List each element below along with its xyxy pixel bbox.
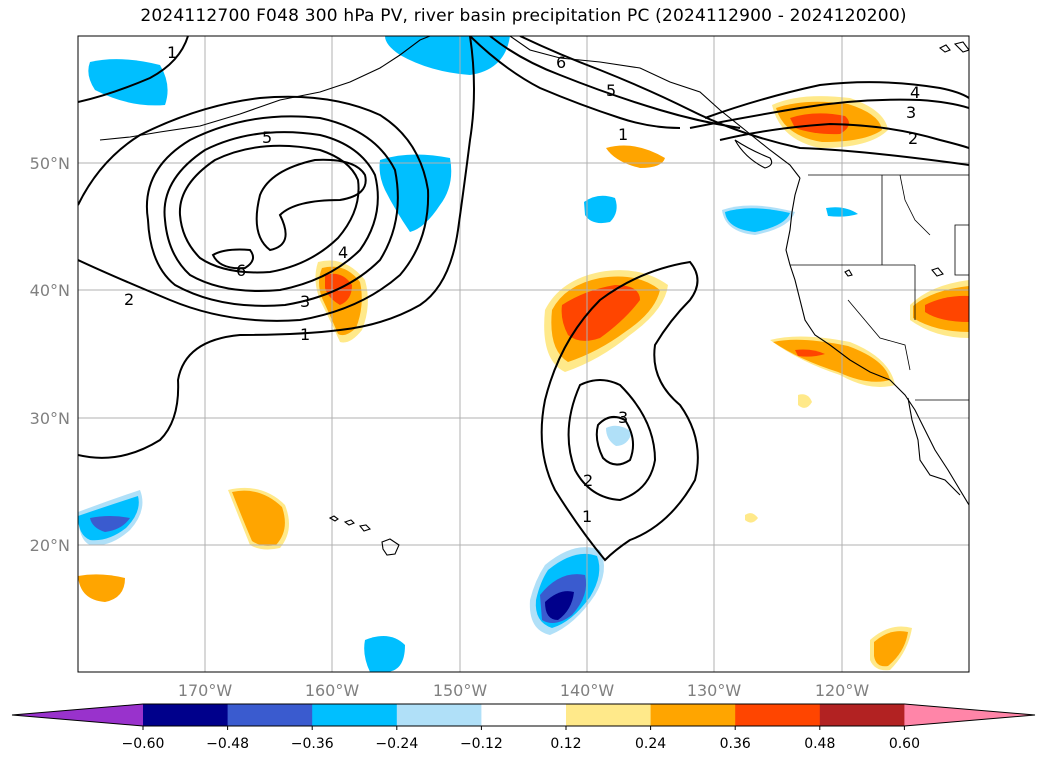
colorbar-segment bbox=[481, 704, 567, 726]
colorbar-tick-label: −0.24 bbox=[375, 736, 418, 752]
lon-label: 140°W bbox=[560, 681, 615, 700]
lat-label: 40°N bbox=[30, 281, 70, 300]
pv-label: 6 bbox=[556, 53, 566, 72]
lat-label: 30°N bbox=[30, 409, 70, 428]
pv-label: 5 bbox=[606, 81, 616, 100]
pv-label: 5 bbox=[262, 128, 272, 147]
colorbar-segment bbox=[143, 704, 229, 726]
pv-contour-labels: 1 5 6 4 3 2 2 3 1 6 5 4 3 2 1 1 bbox=[124, 43, 920, 526]
coastlines bbox=[99, 36, 969, 556]
pv-label: 3 bbox=[618, 408, 628, 427]
pv-label: 2 bbox=[908, 129, 918, 148]
colorbar-tick-label: −0.12 bbox=[460, 736, 503, 752]
pv-label: 1 bbox=[582, 507, 592, 526]
map-frame bbox=[77, 35, 970, 673]
colorbar-extend-max bbox=[904, 704, 1035, 726]
longitude-labels: 170°W 160°W 150°W 140°W 130°W 120°W bbox=[178, 681, 870, 700]
precip-shading bbox=[78, 36, 969, 672]
colorbar: −0.60 −0.48 −0.36 −0.24 −0.12 0.12 0.24 0.36 0.4… bbox=[11, 703, 1036, 752]
colorbar-tick-label: −0.48 bbox=[206, 736, 249, 752]
pv-label: 4 bbox=[910, 83, 920, 102]
political-borders bbox=[790, 174, 969, 401]
colorbar-tick-label: 0.36 bbox=[720, 736, 751, 752]
pv-label: 3 bbox=[906, 103, 916, 122]
colorbar-tick-label: 0.48 bbox=[804, 736, 835, 752]
colorbar-segment bbox=[312, 704, 398, 726]
map-title: 2024112700 F048 300 hPa PV, river basin … bbox=[140, 6, 907, 26]
map-area: 1 5 6 4 3 2 2 3 1 6 5 4 3 2 1 1 bbox=[78, 36, 969, 672]
pv-label: 2 bbox=[124, 290, 134, 309]
pv-label: 3 bbox=[300, 292, 310, 311]
colorbar-segment bbox=[396, 704, 482, 726]
lon-label: 150°W bbox=[433, 681, 488, 700]
lat-label: 20°N bbox=[30, 536, 70, 555]
colorbar-tick-label: −0.36 bbox=[291, 736, 334, 752]
lon-label: 120°W bbox=[815, 681, 870, 700]
lon-label: 160°W bbox=[305, 681, 360, 700]
colorbar-tick-label: 0.60 bbox=[889, 736, 920, 752]
colorbar-extend-min bbox=[12, 704, 143, 726]
colorbar-segment bbox=[566, 704, 652, 726]
lon-label: 170°W bbox=[178, 681, 233, 700]
pv-contours bbox=[78, 36, 969, 562]
gridlines bbox=[78, 36, 969, 672]
colorbar-tick-label: −0.60 bbox=[122, 736, 165, 752]
colorbar-segment bbox=[227, 704, 313, 726]
pv-label: 1 bbox=[300, 325, 310, 344]
latitude-labels: 50°N 40°N 30°N 20°N bbox=[30, 154, 70, 555]
pv-label: 6 bbox=[236, 261, 246, 280]
colorbar-segment bbox=[819, 704, 905, 726]
lon-label: 130°W bbox=[687, 681, 742, 700]
pv-label: 1 bbox=[167, 43, 177, 62]
colorbar-tick-label: 0.12 bbox=[550, 736, 581, 752]
colorbar-segment bbox=[735, 704, 821, 726]
colorbar-segment bbox=[650, 704, 736, 726]
colorbar-tick-label: 0.24 bbox=[635, 736, 666, 752]
pv-label: 4 bbox=[338, 243, 348, 262]
pv-label: 1 bbox=[618, 125, 628, 144]
pv-label: 2 bbox=[583, 471, 593, 490]
lat-label: 50°N bbox=[30, 154, 70, 173]
